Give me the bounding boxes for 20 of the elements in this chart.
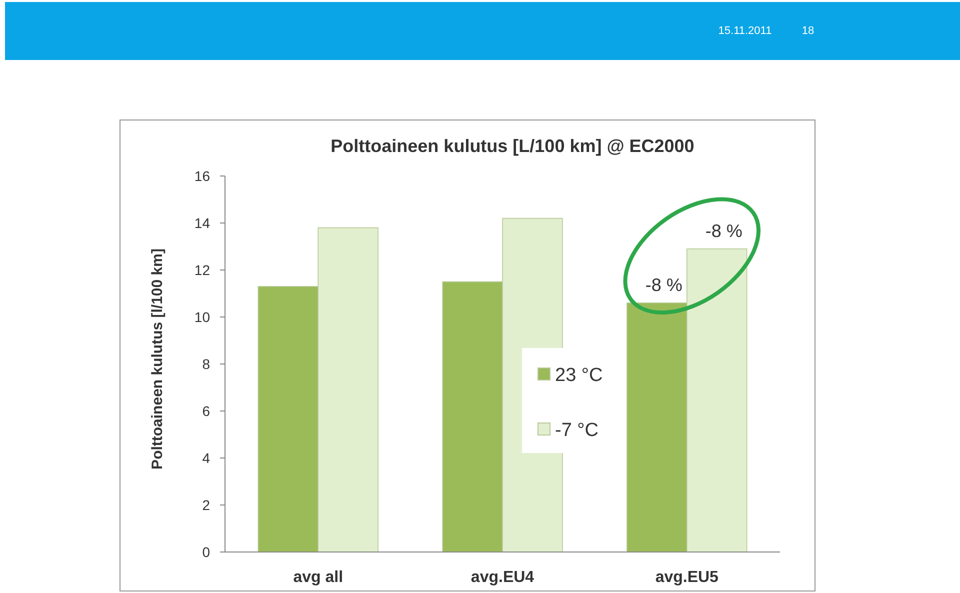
y-axis-title: Polttoaineen kulutus [l/100 km] xyxy=(149,248,166,470)
y-tick-label: 10 xyxy=(194,309,210,325)
chart-title: Polttoaineen kulutus [L/100 km] @ EC2000 xyxy=(330,136,694,156)
y-tick-label: 14 xyxy=(194,215,210,231)
text: 18 xyxy=(802,25,814,37)
y-tick-label: 8 xyxy=(202,356,210,372)
y-tick-label: 12 xyxy=(194,262,210,278)
y-tick-label: 2 xyxy=(202,497,210,513)
y-tick-label: 6 xyxy=(202,403,210,419)
y-tick-label: 4 xyxy=(202,450,210,466)
text: 15.11.2011 xyxy=(718,25,772,37)
x-tick-label: avg.EU5 xyxy=(655,569,719,586)
x-tick-label: avg.EU4 xyxy=(470,569,534,586)
annotation: -8 % xyxy=(705,220,742,241)
x-tick-label: avg all xyxy=(293,569,344,586)
y-tick-label: 16 xyxy=(194,168,210,184)
legend-label: -7 °C xyxy=(555,420,598,441)
legend-label: 23 °C xyxy=(555,365,603,386)
y-tick-label: 0 xyxy=(202,544,210,560)
annotation: -8 % xyxy=(645,274,682,295)
